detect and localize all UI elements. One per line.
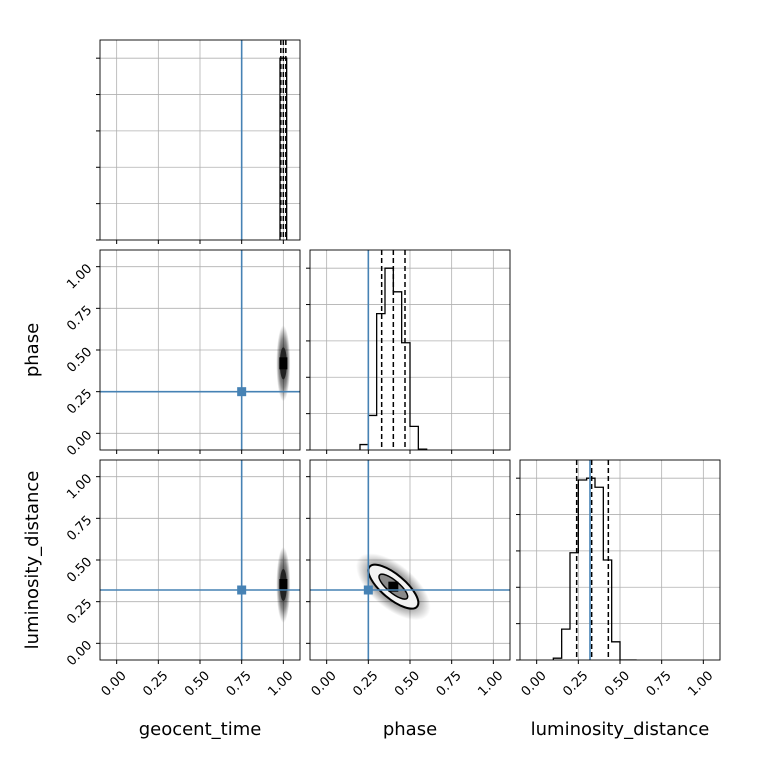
x-tick-label-luminosity_distance: 0.25 [560,668,591,699]
x-tick-label-luminosity_distance: 0.75 [644,668,675,699]
x-tick-label-geocent_time: 0.25 [140,668,171,699]
y-tick-label-phase: 0.00 [64,428,95,459]
y-tick-label-luminosity_distance: 1.00 [64,471,95,502]
y-tick-label-luminosity_distance: 0.50 [64,555,95,586]
x-tick-label-luminosity_distance: 0.00 [519,668,550,699]
truth-marker [237,585,247,595]
density-peak [279,579,288,591]
x-tick-label-phase: 0.75 [434,668,465,699]
histogram-luminosity_distance [552,477,637,660]
x-tick-label-phase: 0.25 [350,668,381,699]
x-tick-label-luminosity_distance: 1.00 [685,668,716,699]
x-tick-label-phase: 0.50 [392,668,423,699]
x-tick-label-geocent_time: 0.75 [224,668,255,699]
density-peak [279,357,288,370]
y-tick-label-phase: 0.25 [64,386,95,417]
x-tick-label-phase: 0.00 [309,668,340,699]
x-axis-label-geocent_time: geocent_time [139,719,262,740]
density-peak [388,581,399,592]
y-axis-label-luminosity_distance: luminosity_distance [22,471,43,650]
y-tick-label-luminosity_distance: 0.75 [64,513,95,544]
marginal-panel-luminosity_distance [520,460,720,660]
x-tick-label-phase: 1.00 [475,668,506,699]
y-tick-label-luminosity_distance: 0.00 [64,638,95,669]
x-tick-label-geocent_time: 1.00 [265,668,296,699]
marginal-panel-phase [310,250,510,450]
x-axis-label-luminosity_distance: luminosity_distance [531,719,710,740]
y-tick-label-phase: 1.00 [64,261,95,292]
y-tick-label-phase: 0.50 [64,345,95,376]
truth-marker [363,585,373,595]
y-tick-label-phase: 0.75 [64,303,95,334]
joint-panel-geocent_time-vs-luminosity_distance [100,460,300,660]
truth-marker [237,387,247,397]
x-axis-label-phase: phase [383,719,437,740]
joint-panel-geocent_time-vs-phase [100,250,300,450]
x-tick-label-luminosity_distance: 0.50 [602,668,633,699]
joint-panel-phase-vs-luminosity_distance [310,460,510,660]
y-tick-label-luminosity_distance: 0.25 [64,596,95,627]
marginal-panel-geocent_time [100,40,300,240]
y-axis-label-phase: phase [22,323,43,377]
x-tick-label-geocent_time: 0.00 [99,668,130,699]
x-tick-label-geocent_time: 0.50 [182,668,213,699]
